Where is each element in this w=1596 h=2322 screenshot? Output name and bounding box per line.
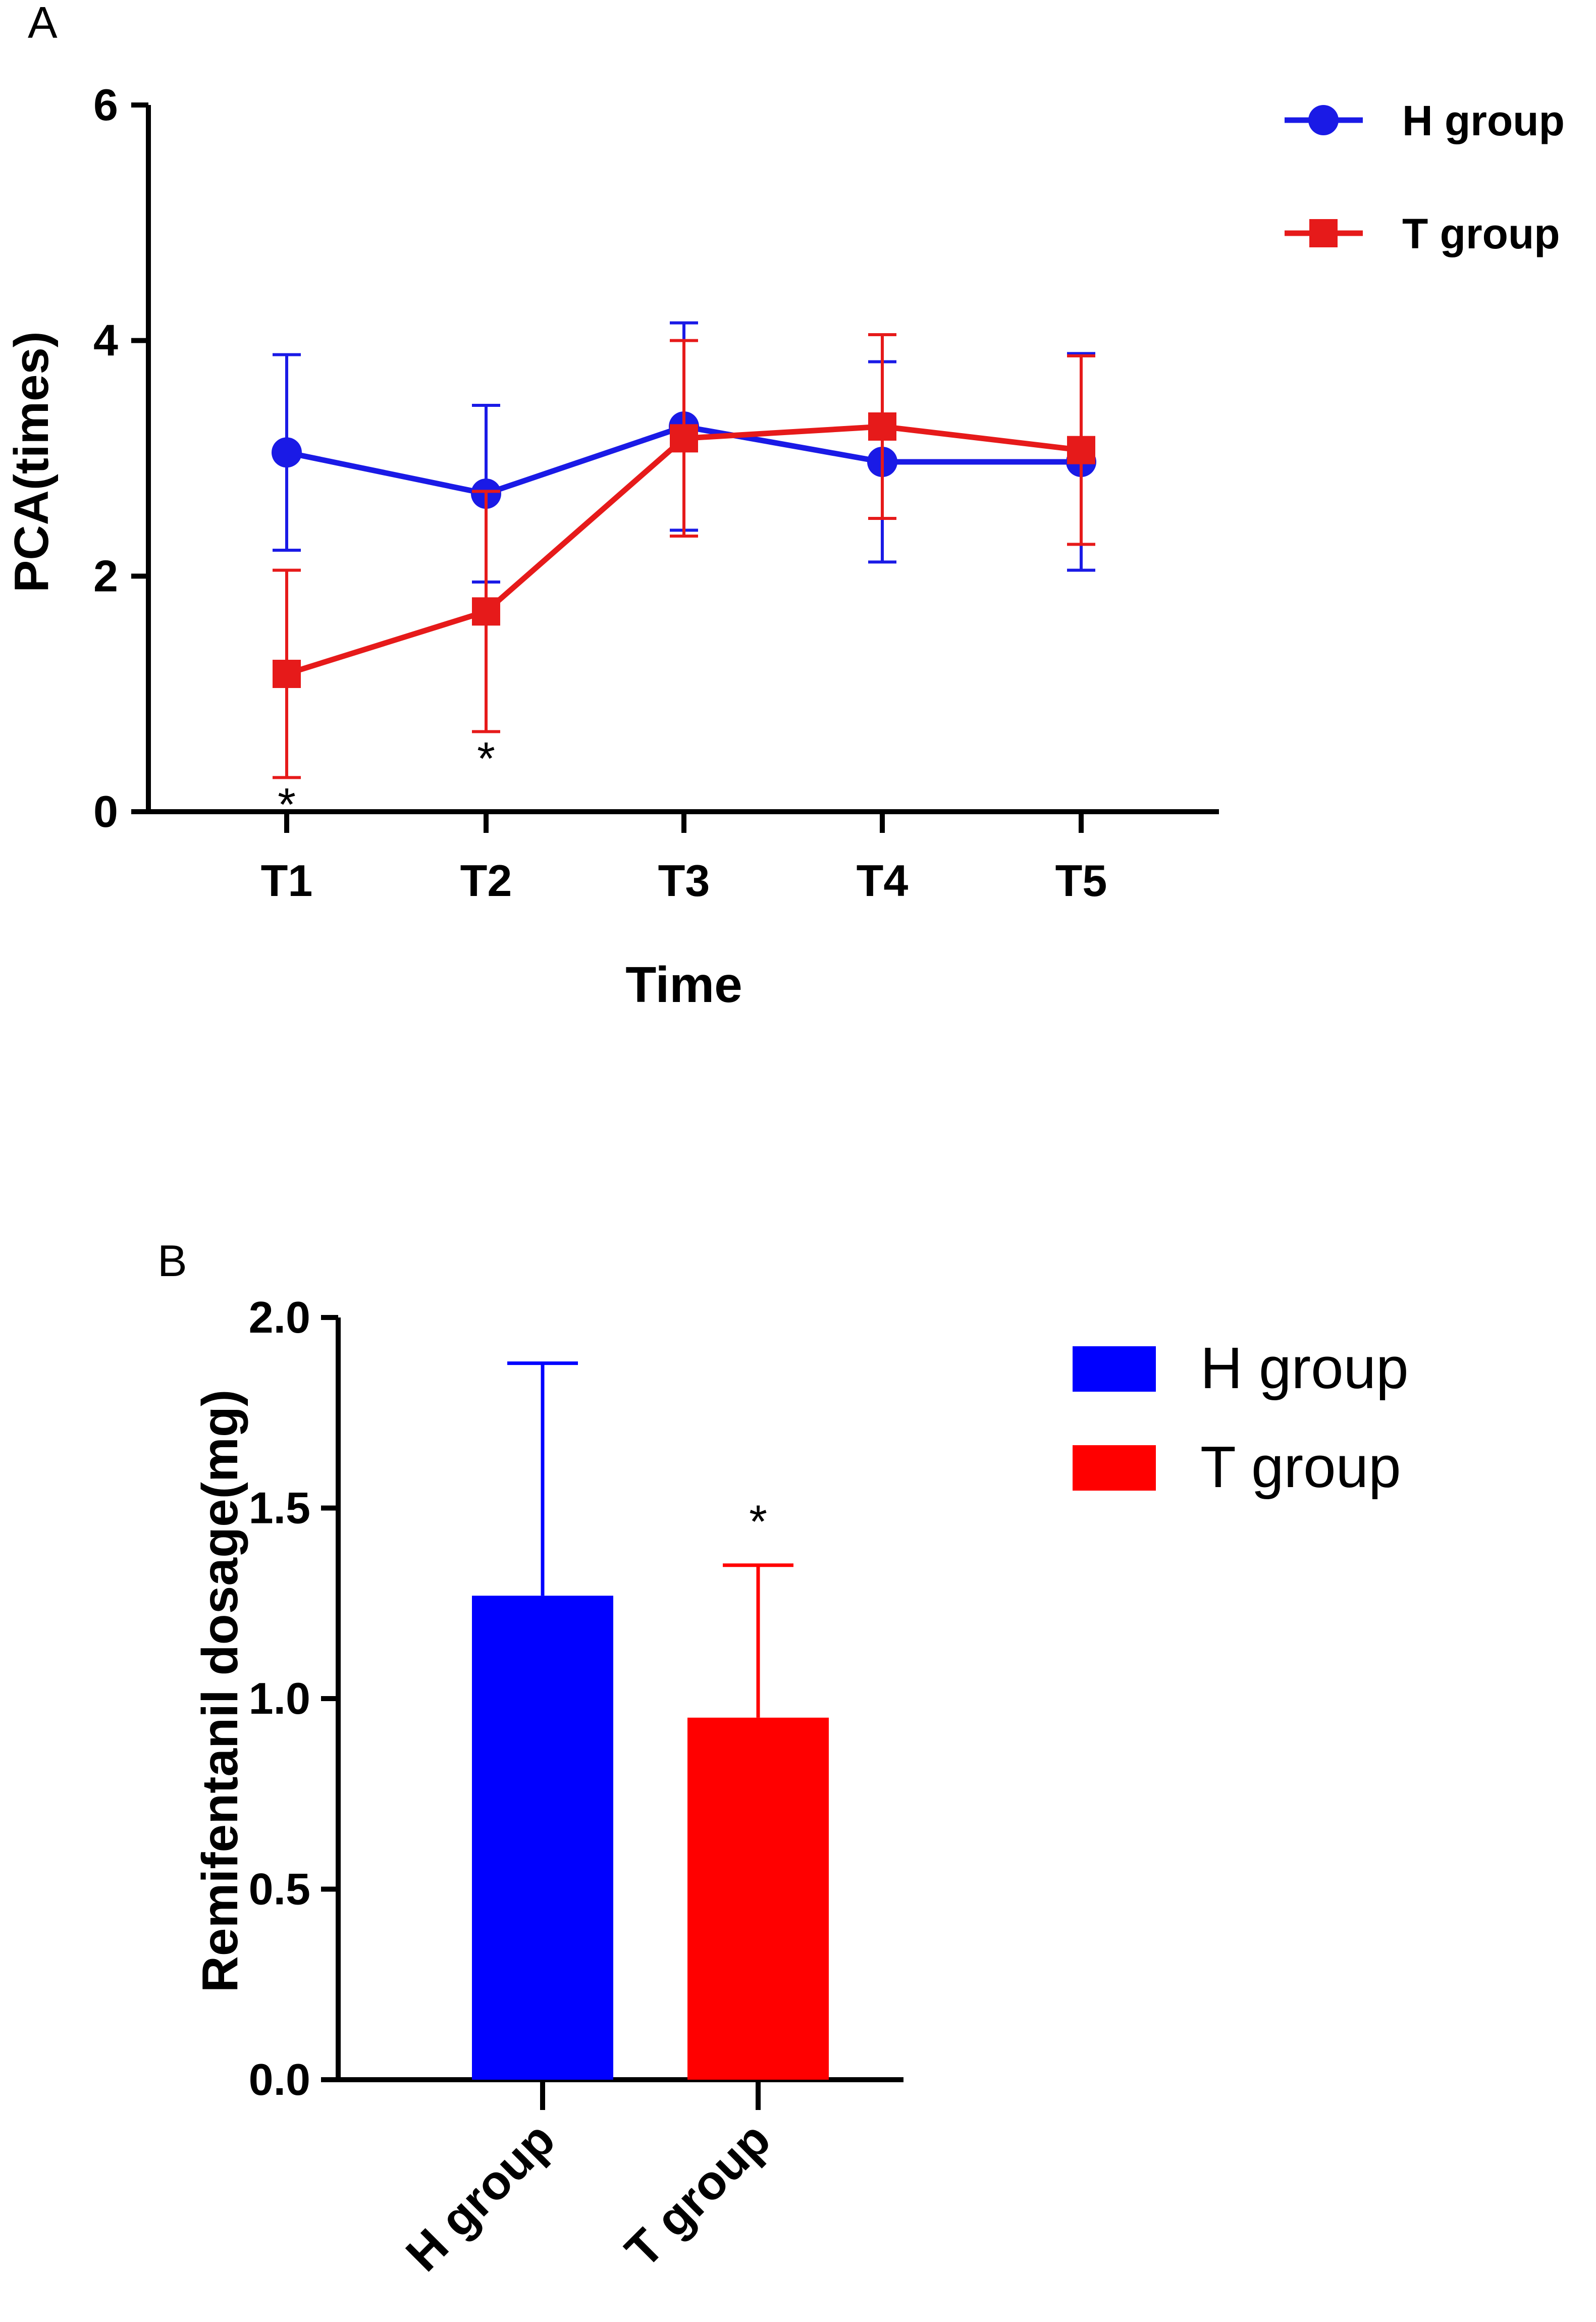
panel-b-bars <box>472 1361 829 2080</box>
panel-b-x-tick-label: H group <box>396 2112 565 2282</box>
panel-a-data-point-square <box>670 424 698 453</box>
panel-a-significance-asterisk: * <box>278 779 296 830</box>
panel-a-y-tick-label: 4 <box>93 315 118 365</box>
panel-b-bar-h-group <box>472 1596 613 2080</box>
panel-a-data-point-square <box>1067 436 1095 464</box>
panel-a-label: A <box>28 0 58 47</box>
panel-b-significance-asterisk: * <box>749 1496 767 1548</box>
panel-a-x-axis-title: Time <box>625 957 742 1013</box>
panel-a-series <box>272 321 1096 779</box>
panel-a-x-tick-label: T4 <box>857 856 909 906</box>
panel-b-annotations: * <box>749 1496 767 1548</box>
panel-b-legend-swatch <box>1073 1346 1156 1392</box>
panel-b-bar-t-group <box>687 1717 829 2080</box>
panel-b-label: B <box>157 1236 187 1286</box>
panel-b-legend-label: T group <box>1200 1434 1401 1500</box>
panel-a-data-point-circle <box>272 437 302 468</box>
panel-b-x-tick-label: T group <box>615 2112 781 2278</box>
panel-a-data-point-square <box>472 597 500 626</box>
panel-b-y-tick-label: 0.5 <box>249 1864 310 1914</box>
panel-b-legend-swatch <box>1073 1445 1156 1491</box>
panel-a-legend-label: H group <box>1402 97 1565 144</box>
panel-b-legend: H group T group <box>1073 1335 1409 1500</box>
panel-a-x-tick-label: T1 <box>261 856 313 906</box>
panel-a-x-tick-label: T2 <box>460 856 512 906</box>
panel-b-y-tick-label: 0.0 <box>249 2054 310 2104</box>
panel-a-y-tick-label: 0 <box>93 786 118 836</box>
panel-a-legend-marker-square <box>1309 219 1338 247</box>
panel-a-y-tick-label: 2 <box>93 551 118 601</box>
panel-a-legend-marker-circle <box>1308 105 1339 135</box>
panel-b-y-tick-label: 1.5 <box>249 1483 310 1533</box>
panel-b-y-tick-label: 1.0 <box>249 1673 310 1723</box>
panel-a-x-tick-label: T5 <box>1055 856 1107 906</box>
panel-b-y-ticks: 0.0 0.5 1.0 1.5 2.0 <box>249 1292 338 2104</box>
panel-a-y-axis-title: PCA(times) <box>5 331 59 592</box>
panel-a-y-tick-label: 6 <box>93 80 118 130</box>
panel-a-data-point-square <box>273 660 301 688</box>
panel-a-legend-label: T group <box>1402 210 1560 257</box>
panel-a-annotations: ** <box>278 733 495 830</box>
panel-a-x-tick-label: T3 <box>658 856 710 906</box>
panel-b-x-ticks: H group T group <box>396 2080 781 2282</box>
panel-a-data-point-square <box>868 412 896 441</box>
panel-a-y-ticks: 0 2 4 6 <box>93 80 148 836</box>
panel-a-x-ticks: T1 T2 T3 T4 T5 <box>261 812 1107 906</box>
panel-a-legend: H group T group <box>1285 97 1565 257</box>
panel-a-significance-asterisk: * <box>477 733 495 784</box>
panel-b: B Remifentanil dosage(mg) 0.0 0.5 1.0 1.5 2.… <box>157 1236 1409 2282</box>
panel-b-legend-label: H group <box>1200 1335 1409 1401</box>
panel-b-y-tick-label: 2.0 <box>249 1292 310 1342</box>
panel-b-y-axis-title: Remifentanil dosage(mg) <box>192 1390 248 1993</box>
panel-a-series-t-group <box>273 333 1095 779</box>
